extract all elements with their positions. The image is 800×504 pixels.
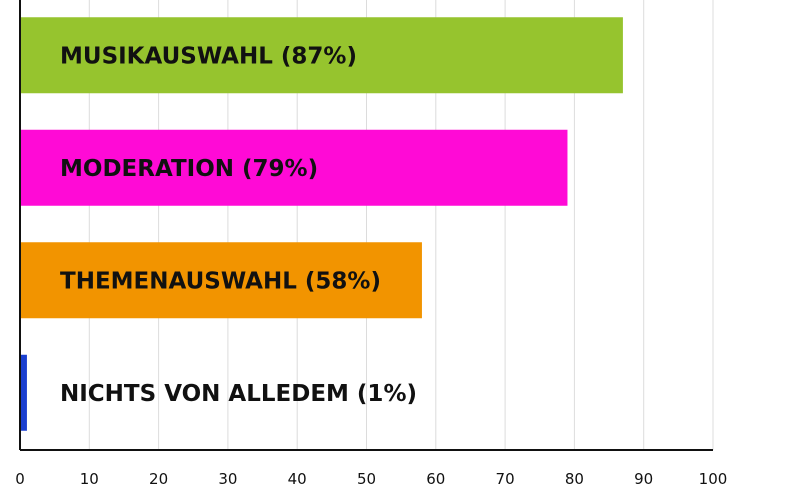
bar [20,17,623,94]
bar [20,129,568,206]
bar [20,242,422,319]
x-tick-label: 80 [565,470,584,488]
bar-label: THEMENAUSWAHL (58%) [60,268,381,294]
bar [20,354,27,431]
x-axis-ticks: 0 10 20 30 40 50 60 70 80 90 100 [15,470,727,488]
x-tick-label: 30 [218,470,237,488]
x-tick-label: 60 [426,470,445,488]
x-tick-label: 100 [699,470,728,488]
bar-label: MODERATION (79%) [60,156,318,182]
x-tick-label: 90 [634,470,653,488]
bar-label: MUSIKAUSWAHL (87%) [60,43,357,69]
axes [19,0,713,451]
bar-label: NICHTS VON ALLEDEM (1%) [60,381,417,407]
x-tick-label: 0 [15,470,25,488]
x-tick-label: 20 [149,470,168,488]
bars [20,17,623,431]
x-tick-label: 70 [496,470,515,488]
bar-labels: MUSIKAUSWAHL (87%) MODERATION (79%) THEMEN… [60,43,417,407]
x-tick-label: 50 [357,470,376,488]
x-tick-label: 10 [80,470,99,488]
x-tick-label: 40 [288,470,307,488]
